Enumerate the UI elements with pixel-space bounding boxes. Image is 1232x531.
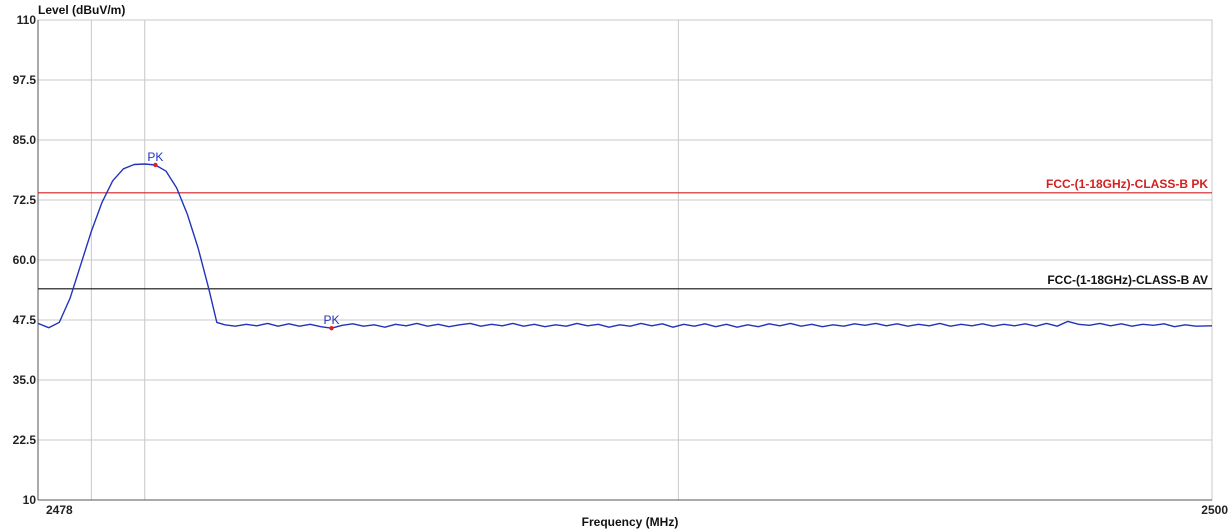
y-tick-label: 35.0 bbox=[13, 373, 37, 387]
limit-line-label: FCC-(1-18GHz)-CLASS-B AV bbox=[1047, 273, 1208, 287]
y-axis-ticks: 110 97.5 85.0 72.5 60.0 47.5 35.0 22.5 10 bbox=[13, 13, 37, 507]
x-axis-ticks: 2478 2500 bbox=[46, 503, 1228, 517]
pk-marker-label: PK bbox=[323, 313, 339, 327]
limit-line-label: FCC-(1-18GHz)-CLASS-B PK bbox=[1046, 177, 1208, 191]
y-tick-label: 10 bbox=[23, 493, 37, 507]
y-tick-label: 97.5 bbox=[13, 73, 37, 87]
x-axis-label: Frequency (MHz) bbox=[582, 515, 679, 529]
trace-line bbox=[37, 163, 1213, 329]
y-tick-label: 85.0 bbox=[13, 133, 37, 147]
y-tick-label: 110 bbox=[17, 13, 37, 27]
limit-lines: FCC-(1-18GHz)-CLASS-B PK FCC-(1-18GHz)-CL… bbox=[38, 177, 1212, 290]
y-tick-label: 22.5 bbox=[13, 433, 37, 447]
y-tick-label: 60.0 bbox=[13, 253, 37, 267]
pk-marker-label: PK bbox=[147, 150, 163, 164]
pk-marker-dot bbox=[329, 325, 334, 331]
x-tick-label: 2478 bbox=[46, 503, 73, 517]
y-axis-label: Level (dBuV/m) bbox=[38, 3, 125, 17]
trace-series bbox=[37, 163, 1213, 329]
grid bbox=[37, 19, 1213, 501]
x-tick-label: 2500 bbox=[1201, 503, 1228, 517]
y-tick-label: 72.5 bbox=[13, 193, 37, 207]
pk-markers: PK PK bbox=[147, 150, 340, 331]
y-tick-label: 47.5 bbox=[13, 313, 37, 327]
pk-marker-dot bbox=[153, 162, 158, 168]
